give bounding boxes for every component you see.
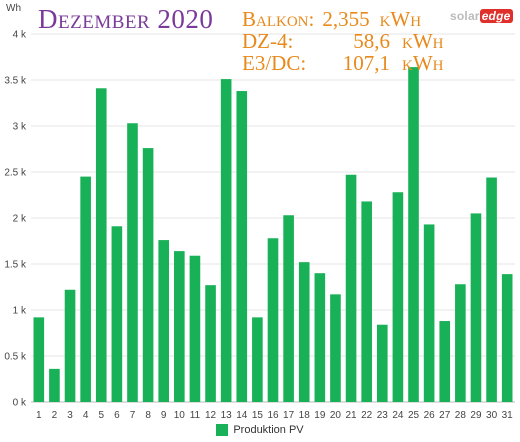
bar-day-5[interactable] (95, 88, 107, 402)
solaredge-logo: solar edge (450, 9, 513, 23)
bar-day-3[interactable] (64, 289, 76, 402)
bar-day-10[interactable] (174, 251, 185, 402)
stat-row-e3dc: E3/DC: 107,1 kWh (242, 52, 444, 74)
legend-swatch (216, 424, 229, 436)
x-tick-label: 4 (83, 410, 89, 421)
y-axis-unit-label: Wh (6, 3, 21, 14)
bar-day-29[interactable] (470, 213, 482, 402)
x-tick-label: 16 (267, 410, 279, 421)
bar-day-6[interactable] (111, 226, 123, 402)
x-tick-label: 6 (114, 410, 120, 421)
y-tick-label: 4 k (13, 30, 27, 41)
y-tick-label: 1 k (13, 306, 27, 317)
stat-label: E3/DC: (242, 51, 307, 75)
x-tick-label: 25 (408, 410, 420, 421)
x-tick-label: 20 (330, 410, 342, 421)
x-tick-label: 26 (424, 410, 436, 421)
x-tick-label: 23 (377, 410, 389, 421)
y-tick-label: 3 k (13, 122, 27, 133)
x-tick-label: 19 (314, 410, 326, 421)
x-tick-label: 8 (145, 410, 151, 421)
y-tick-label: 0 k (13, 398, 27, 409)
bar-day-26[interactable] (423, 224, 435, 402)
y-tick-label: 0.5 k (4, 352, 27, 363)
x-tick-label: 5 (98, 410, 104, 421)
stat-label: DZ-4: (242, 29, 294, 53)
bar-day-8[interactable] (142, 148, 154, 402)
stat-value: 58,6 (353, 29, 390, 53)
stat-row-balkon: Balkon: 2,355 kWh (242, 8, 444, 30)
x-tick-label: 21 (346, 410, 358, 421)
bar-day-7[interactable] (127, 123, 138, 403)
x-tick-label: 2 (52, 410, 58, 421)
stat-unit: kWh (379, 7, 422, 31)
bar-day-17[interactable] (283, 215, 294, 402)
bar-day-24[interactable] (392, 192, 404, 402)
bar-day-2[interactable] (49, 368, 60, 402)
x-tick-label: 29 (470, 410, 482, 421)
stat-unit: kWh (402, 51, 444, 75)
bar-day-15[interactable] (252, 317, 263, 402)
bar-day-18[interactable] (298, 262, 310, 402)
bar-day-30[interactable] (486, 177, 497, 402)
bar-day-13[interactable] (220, 79, 232, 402)
y-tick-label: 2.5 k (4, 168, 27, 179)
stat-unit: kWh (402, 29, 444, 53)
brand-accent: edge (479, 9, 513, 23)
bar-day-31[interactable] (501, 274, 513, 402)
bar-day-11[interactable] (189, 255, 201, 402)
y-tick-label: 1.5 k (4, 260, 27, 271)
bar-day-12[interactable] (205, 285, 216, 402)
x-tick-label: 11 (190, 410, 201, 421)
bar-day-14[interactable] (236, 91, 248, 402)
x-tick-label: 31 (502, 410, 514, 421)
stat-row-dz4: DZ-4: 58,6 kWh (242, 30, 444, 52)
energy-stats: Balkon: 2,355 kWh DZ-4: 58,6 kWh E3/DC: … (242, 8, 444, 74)
x-tick-label: 17 (283, 410, 295, 421)
bar-day-20[interactable] (330, 294, 341, 402)
x-tick-label: 27 (439, 410, 451, 421)
stat-value: 107,1 (342, 51, 390, 75)
x-tick-label: 24 (392, 410, 404, 421)
stat-label: Balkon: (242, 7, 315, 31)
bar-day-23[interactable] (376, 324, 388, 402)
chart-legend[interactable]: Produktion PV (0, 424, 520, 436)
x-tick-label: 18 (299, 410, 311, 421)
x-tick-label: 30 (486, 410, 498, 421)
stat-value: 2,355 (322, 7, 370, 31)
bar-day-9[interactable] (158, 240, 170, 402)
x-tick-label: 9 (161, 410, 167, 421)
x-tick-label: 7 (130, 410, 136, 421)
x-tick-label: 3 (67, 410, 73, 421)
bar-day-27[interactable] (439, 321, 451, 402)
y-tick-label: 3.5 k (4, 76, 27, 87)
brand-main: solar (450, 9, 480, 23)
legend-label: Produktion PV (233, 424, 304, 436)
x-tick-label: 1 (36, 410, 42, 421)
bar-day-4[interactable] (80, 176, 91, 402)
chart-title: Dezember 2020 (38, 4, 214, 34)
x-tick-label: 12 (205, 410, 217, 421)
bar-day-16[interactable] (267, 238, 279, 402)
x-tick-label: 13 (221, 410, 233, 421)
x-tick-label: 10 (174, 410, 186, 421)
bar-day-21[interactable] (345, 174, 357, 402)
bar-day-28[interactable] (455, 284, 466, 402)
x-tick-label: 28 (455, 410, 467, 421)
bar-day-19[interactable] (314, 273, 326, 402)
bar-day-25[interactable] (408, 67, 419, 403)
x-tick-label: 14 (236, 410, 248, 421)
y-tick-label: 2 k (13, 214, 27, 225)
bar-day-22[interactable] (361, 201, 372, 402)
bar-day-1[interactable] (33, 317, 45, 402)
x-tick-label: 15 (252, 410, 264, 421)
x-tick-label: 22 (361, 410, 373, 421)
